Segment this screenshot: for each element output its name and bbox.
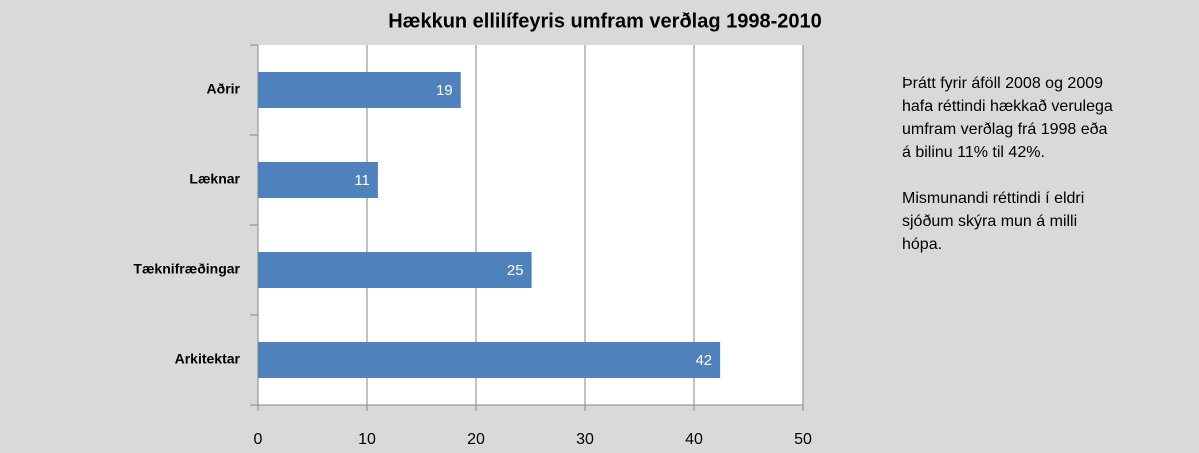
x-tick-label: 0 bbox=[254, 431, 263, 448]
x-tick-label: 30 bbox=[576, 431, 594, 448]
data-label: 19 bbox=[436, 82, 453, 99]
annotation-line: hafa réttindi hækkað verulega bbox=[902, 98, 1113, 115]
y-tick-label: Tæknifræðingar bbox=[133, 261, 240, 277]
bar bbox=[258, 252, 532, 288]
x-tick-label: 20 bbox=[467, 431, 485, 448]
x-tick-label: 40 bbox=[685, 431, 703, 448]
annotation-line: Þrátt fyrir áföll 2008 og 2009 bbox=[902, 75, 1104, 92]
annotation-box: Þrátt fyrir áföll 2008 og 2009 hafa rétti… bbox=[902, 72, 1192, 279]
x-tick-label: 10 bbox=[358, 431, 376, 448]
annotation-line: Mismunandi réttindi í eldri bbox=[902, 190, 1085, 207]
y-tick-label: Aðrir bbox=[207, 81, 241, 97]
bar bbox=[258, 72, 461, 108]
data-label: 25 bbox=[507, 262, 524, 279]
y-tick-label: Læknar bbox=[189, 171, 240, 187]
annotation-line: á bilinu 11% til 42%. bbox=[902, 144, 1045, 161]
annotation-line: sjóðum skýra mun á milli bbox=[902, 213, 1078, 230]
chart-title: Hækkun ellilífeyris umfram verðlag 1998-… bbox=[388, 10, 822, 32]
data-label: 11 bbox=[354, 172, 370, 189]
bar bbox=[258, 342, 721, 378]
annotation-line: hópa. bbox=[902, 236, 943, 253]
data-label: 42 bbox=[695, 352, 712, 369]
annotation-paragraph: Þrátt fyrir áföll 2008 og 2009 hafa rétti… bbox=[902, 72, 1192, 164]
x-tick-label: 50 bbox=[794, 431, 812, 448]
annotation-line: umfram verðlag frá 1998 eða bbox=[902, 121, 1108, 138]
annotation-paragraph: Mismunandi réttindi í eldri sjóðum skýra … bbox=[902, 187, 1192, 256]
y-tick-label: Arkitektar bbox=[175, 351, 241, 367]
bar bbox=[258, 162, 378, 198]
